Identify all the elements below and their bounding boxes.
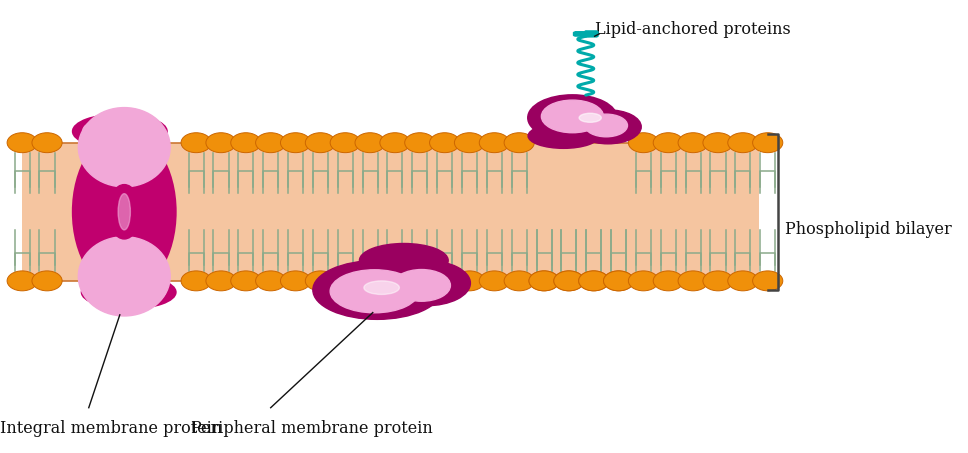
Ellipse shape: [32, 271, 62, 291]
Text: Peripheral membrane protein: Peripheral membrane protein: [191, 419, 433, 437]
Ellipse shape: [92, 280, 166, 304]
Ellipse shape: [504, 133, 534, 153]
Text: Integral membrane protein: Integral membrane protein: [0, 419, 223, 437]
Ellipse shape: [728, 133, 758, 153]
Ellipse shape: [430, 133, 460, 153]
Ellipse shape: [256, 271, 286, 291]
Ellipse shape: [381, 260, 470, 306]
Ellipse shape: [541, 100, 603, 133]
Ellipse shape: [579, 113, 601, 122]
Ellipse shape: [585, 114, 627, 137]
Ellipse shape: [628, 133, 658, 153]
Ellipse shape: [281, 271, 311, 291]
Ellipse shape: [74, 131, 175, 292]
Ellipse shape: [230, 271, 261, 291]
Ellipse shape: [73, 114, 166, 148]
Ellipse shape: [330, 133, 360, 153]
Ellipse shape: [454, 133, 485, 153]
Text: Phospholipid bilayer: Phospholipid bilayer: [785, 222, 953, 238]
Ellipse shape: [603, 271, 634, 291]
Ellipse shape: [355, 271, 385, 291]
Ellipse shape: [32, 133, 62, 153]
Ellipse shape: [653, 271, 683, 291]
Ellipse shape: [653, 133, 683, 153]
Ellipse shape: [78, 236, 170, 316]
Ellipse shape: [703, 271, 733, 291]
Ellipse shape: [379, 133, 410, 153]
Ellipse shape: [393, 270, 450, 301]
Ellipse shape: [256, 133, 286, 153]
Ellipse shape: [454, 271, 485, 291]
Ellipse shape: [430, 271, 460, 291]
Ellipse shape: [752, 133, 783, 153]
Ellipse shape: [355, 133, 385, 153]
Ellipse shape: [206, 133, 236, 153]
Ellipse shape: [78, 107, 170, 187]
Ellipse shape: [7, 133, 38, 153]
Ellipse shape: [181, 133, 211, 153]
Ellipse shape: [529, 271, 560, 291]
Ellipse shape: [281, 133, 311, 153]
Ellipse shape: [529, 271, 560, 291]
Bar: [22, 143, 759, 281]
Ellipse shape: [7, 271, 38, 291]
Ellipse shape: [479, 133, 509, 153]
Ellipse shape: [554, 271, 584, 291]
Ellipse shape: [575, 110, 641, 144]
Ellipse shape: [118, 194, 131, 230]
Ellipse shape: [703, 133, 733, 153]
Ellipse shape: [379, 271, 410, 291]
Ellipse shape: [330, 271, 360, 291]
Ellipse shape: [206, 271, 236, 291]
Ellipse shape: [728, 271, 758, 291]
Ellipse shape: [678, 133, 709, 153]
Ellipse shape: [405, 133, 435, 153]
Ellipse shape: [678, 271, 709, 291]
Ellipse shape: [330, 270, 419, 313]
Ellipse shape: [554, 271, 584, 291]
Ellipse shape: [504, 271, 534, 291]
Ellipse shape: [479, 271, 509, 291]
Ellipse shape: [107, 185, 140, 239]
Text: Lipid-anchored proteins: Lipid-anchored proteins: [594, 21, 791, 38]
Ellipse shape: [305, 271, 336, 291]
Ellipse shape: [83, 117, 157, 142]
Ellipse shape: [181, 271, 211, 291]
Ellipse shape: [579, 271, 609, 291]
Ellipse shape: [529, 95, 617, 140]
Ellipse shape: [603, 271, 634, 291]
Ellipse shape: [364, 281, 400, 294]
Ellipse shape: [579, 271, 609, 291]
Ellipse shape: [752, 271, 783, 291]
Ellipse shape: [305, 133, 336, 153]
Ellipse shape: [529, 123, 599, 148]
Ellipse shape: [81, 276, 175, 308]
Ellipse shape: [313, 260, 441, 319]
Ellipse shape: [230, 133, 261, 153]
Ellipse shape: [405, 271, 435, 291]
Ellipse shape: [628, 271, 658, 291]
Ellipse shape: [359, 244, 448, 277]
